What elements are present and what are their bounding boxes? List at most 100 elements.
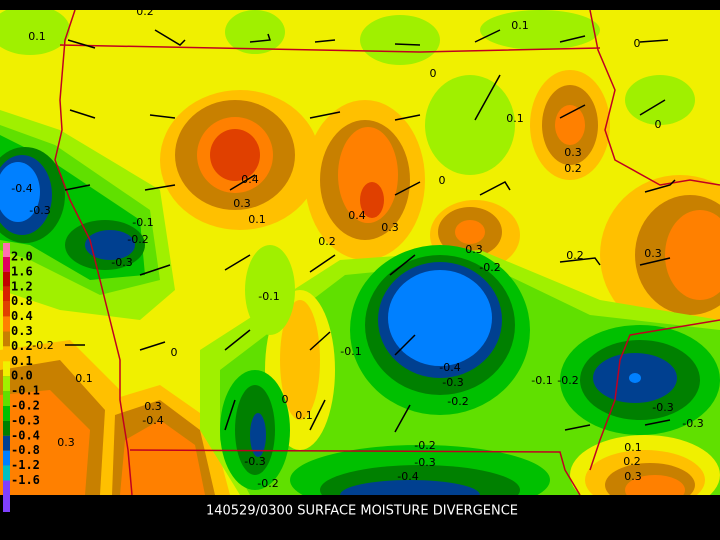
field-region (665, 210, 720, 300)
field-region (388, 270, 492, 366)
field-region (225, 10, 285, 54)
contour-label: 0.3 (57, 436, 75, 449)
color-swatch (3, 316, 10, 332)
wind-barb (64, 174, 676, 196)
field-region (280, 300, 320, 420)
color-bar-label: 0.0 (11, 369, 33, 383)
color-bar: 2.01.61.20.80.40.30.20.10.0-0.1-0.2-0.3-… (3, 243, 40, 512)
contour-label: 0 (282, 393, 289, 406)
field-region (0, 162, 40, 222)
contour-label: -0.2 (32, 339, 53, 352)
contour-label: -0.2 (447, 395, 468, 408)
color-bar-label: 2.0 (11, 250, 33, 264)
color-bar-label: -0.4 (11, 428, 40, 442)
color-swatch (3, 346, 10, 362)
field-region (480, 10, 600, 50)
color-swatch (3, 301, 10, 317)
contour-label: 0.2 (623, 455, 641, 468)
color-swatch (3, 435, 10, 451)
color-swatch (3, 271, 10, 287)
contour-label: -0.2 (127, 233, 148, 246)
color-swatch (3, 257, 10, 272)
wind-barb (139, 254, 671, 276)
wind-barb (67, 29, 669, 49)
color-swatch (3, 420, 10, 436)
contour-label: -0.2 (414, 439, 435, 452)
contour-label: 0.3 (233, 197, 251, 210)
field-region (360, 182, 384, 218)
contour-label: 0.2 (564, 162, 582, 175)
contour-label: -0.3 (414, 456, 435, 469)
contour-label: -0.3 (682, 417, 703, 430)
contour-label: 0.4 (348, 209, 366, 222)
field-region (625, 75, 695, 125)
color-bar-label: 0.3 (11, 324, 33, 338)
caption: 140529/0300 SURFACE MOISTURE DIVERGENCE (206, 504, 518, 519)
bottom-bar (0, 495, 720, 540)
contour-label: 0.3 (644, 247, 662, 260)
wind-barbs (64, 29, 676, 433)
color-swatch (3, 243, 10, 257)
color-bar-label: -1.2 (11, 458, 40, 472)
contour-label: -0.2 (479, 261, 500, 274)
wind-barb (69, 74, 666, 121)
color-bar-label: 0.8 (11, 294, 33, 308)
field-region (455, 220, 485, 244)
contour-label: 0.1 (295, 409, 313, 422)
contour-label: -0.2 (557, 374, 578, 387)
contour-label: 0.3 (624, 470, 642, 483)
contour-label: 0.3 (465, 243, 483, 256)
color-swatch (3, 450, 10, 466)
color-bar-label: 0.4 (11, 309, 33, 323)
wind-barb (65, 329, 416, 356)
color-swatch (3, 286, 10, 302)
contour-label: -0.4 (397, 470, 418, 483)
contour-label: 0.3 (144, 400, 162, 413)
wind-barb (224, 399, 671, 433)
contour-label: 0.2 (318, 235, 336, 248)
contour-label: 0.1 (511, 19, 529, 32)
state-borders (54, 9, 720, 496)
moisture-field (0, 5, 720, 515)
color-bar-label: -0.8 (11, 443, 40, 457)
contour-label: -0.3 (652, 401, 673, 414)
contour-label: -0.1 (531, 374, 552, 387)
field-region (210, 129, 260, 181)
color-swatch (3, 391, 10, 406)
field-region (245, 245, 295, 335)
contour-label: 0.1 (28, 30, 46, 43)
field-region (0, 5, 70, 55)
state-border (59, 44, 601, 53)
contour-label: -0.4 (11, 182, 32, 195)
contour-label: -0.4 (439, 361, 460, 374)
state-border (54, 9, 133, 496)
contour-label: -0.2 (257, 477, 278, 490)
contour-label: -0.3 (244, 455, 265, 468)
contour-label: 0 (655, 118, 662, 131)
field-region (629, 373, 641, 383)
color-bar-label: -0.1 (11, 384, 40, 398)
contour-label: 0 (439, 174, 446, 187)
contour-label: 0.3 (381, 221, 399, 234)
color-bar-label: 0.1 (11, 354, 33, 368)
contour-label: 0.1 (248, 213, 266, 226)
state-border (589, 319, 720, 471)
contour-label: 0 (634, 37, 641, 50)
color-swatch (3, 331, 10, 347)
contour-label: 0.4 (241, 173, 259, 186)
color-bar-label: 0.2 (11, 339, 33, 353)
top-bar (0, 0, 720, 10)
contour-label: 0 (430, 67, 437, 80)
color-swatch (3, 406, 10, 421)
contour-label: 0.1 (624, 441, 642, 454)
contour-label: 0.1 (75, 372, 93, 385)
state-border (129, 449, 581, 496)
contour-label: -0.1 (258, 290, 279, 303)
field-region (120, 420, 205, 495)
contour-label: -0.3 (29, 204, 50, 217)
color-swatch (3, 480, 10, 512)
field-region (250, 413, 266, 457)
field-region (360, 15, 440, 65)
color-swatch (3, 376, 10, 392)
